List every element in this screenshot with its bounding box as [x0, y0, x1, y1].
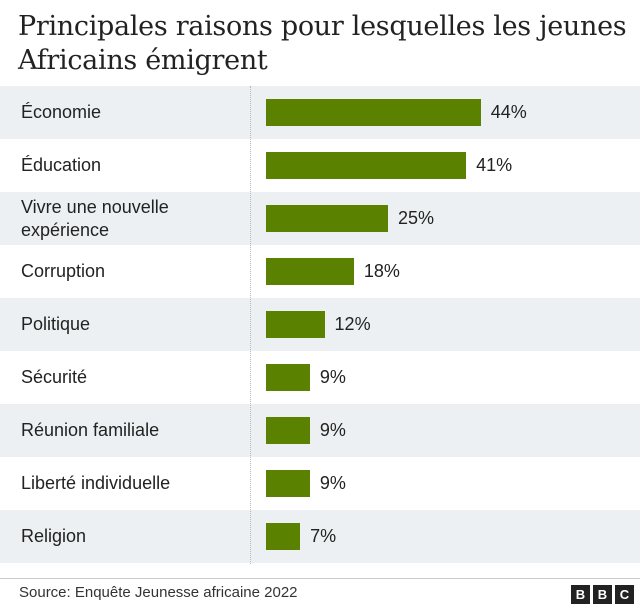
bar	[266, 364, 310, 391]
bar	[266, 205, 388, 232]
bar-row: Liberté individuelle 9%	[0, 457, 640, 510]
bar-row: Vivre une nouvelle expérience 25%	[0, 192, 640, 245]
value-label: 12%	[334, 314, 371, 334]
value-label: 41%	[476, 155, 513, 175]
category-label: Vivre une nouvelle expérience	[21, 196, 169, 240]
bar	[266, 311, 325, 338]
source-note: Source: Enquête Jeunesse africaine 2022	[19, 584, 298, 601]
bar	[266, 99, 481, 126]
chart-title: Principales raisons pour lesquelles les …	[18, 11, 627, 76]
bbc-logo: B B C	[571, 585, 634, 604]
bar-row: Religion 7%	[0, 510, 640, 563]
bar	[266, 417, 310, 444]
axis-baseline	[250, 86, 251, 564]
category-label: Politique	[21, 314, 91, 334]
category-label: Réunion familiale	[21, 420, 160, 440]
category-label: Éducation	[21, 155, 102, 175]
bar-row: Sécurité 9%	[0, 351, 640, 404]
bbc-logo-block: C	[615, 585, 634, 604]
bar	[266, 258, 354, 285]
value-label: 18%	[363, 261, 400, 281]
bar-row: Politique 12%	[0, 298, 640, 351]
bbc-logo-block: B	[571, 585, 590, 604]
category-label: Sécurité	[21, 367, 88, 387]
value-label: 9%	[319, 473, 346, 493]
category-label: Religion	[21, 526, 87, 546]
footer-rule	[0, 578, 640, 579]
bar-row: Économie 44%	[0, 86, 640, 139]
chart-rows: Économie 44% Éducation 41% Vivre une nouvell…	[0, 86, 640, 564]
category-label: Économie	[21, 102, 102, 122]
value-label: 44%	[490, 102, 527, 122]
category-label: Corruption	[21, 261, 106, 281]
bbc-logo-block: B	[593, 585, 612, 604]
bar-row: Réunion familiale 9%	[0, 404, 640, 457]
value-label: 9%	[319, 420, 346, 440]
category-label: Liberté individuelle	[21, 473, 171, 493]
bar	[266, 152, 467, 179]
bar	[266, 470, 310, 497]
bar-row: Éducation 41%	[0, 139, 640, 192]
value-label: 25%	[398, 208, 435, 228]
bar-row: Corruption 18%	[0, 245, 640, 298]
value-label: 7%	[310, 526, 337, 546]
value-label: 9%	[319, 367, 346, 387]
bar	[266, 523, 301, 550]
